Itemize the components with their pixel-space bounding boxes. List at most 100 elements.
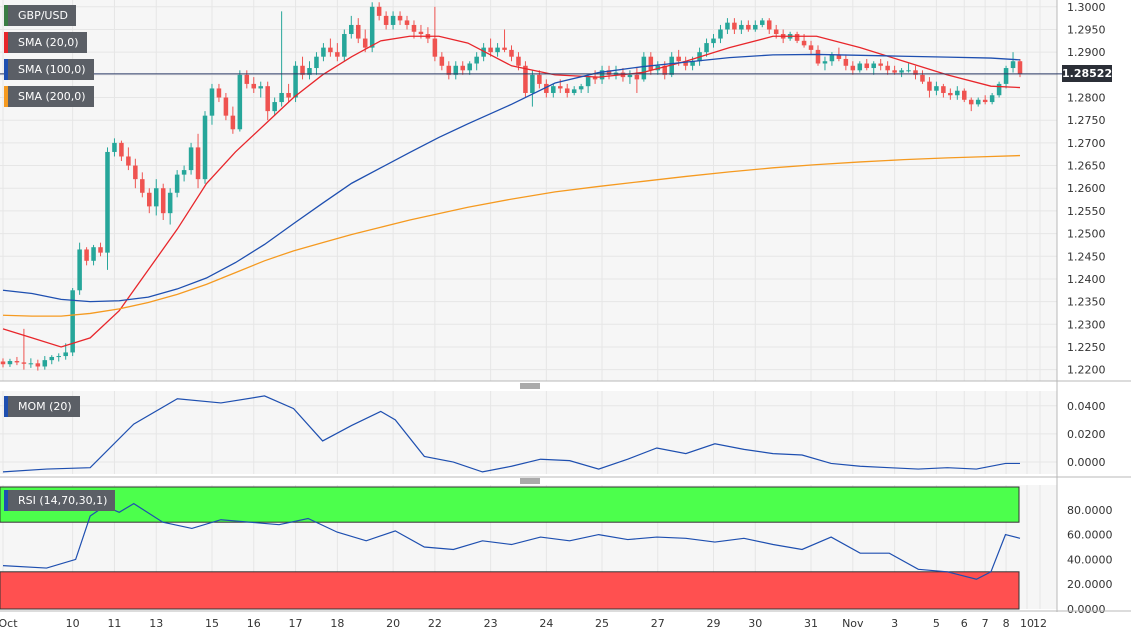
x-tick-label: 12 [1033, 617, 1047, 630]
candle-body [390, 15, 396, 25]
x-tick-label: Oct [0, 617, 18, 630]
candle-body [84, 249, 89, 261]
candle-body [112, 142, 117, 152]
y-tick-label: 0.0000 [1067, 456, 1106, 469]
candle-body [42, 360, 48, 367]
y-tick-label: 1.2750 [1067, 114, 1106, 127]
candle-body [885, 65, 890, 71]
y-tick-label: 1.2250 [1067, 341, 1106, 354]
candle-body [704, 43, 709, 53]
candle-body [732, 22, 737, 30]
candle-body [195, 147, 201, 180]
candle-body [829, 54, 835, 62]
candle-body [962, 90, 967, 100]
candle-body [376, 6, 382, 16]
candle-body [335, 52, 340, 57]
legend-symbol-label: GBP/USD [18, 9, 68, 22]
legend-sma100[interactable]: SMA (100,0) [4, 59, 94, 80]
last-price-tag: 1.28522 [1062, 64, 1113, 82]
x-tick-label: 22 [428, 617, 442, 630]
candle-body [968, 99, 974, 105]
candle-body [641, 56, 647, 80]
y-tick-label: 1.2650 [1067, 160, 1106, 173]
legend-mom[interactable]: MOM (20) [4, 396, 80, 417]
candle-body [592, 77, 598, 80]
candle-body [753, 24, 758, 30]
candle-body [49, 356, 55, 361]
candle-body [989, 95, 995, 103]
y-tick-label: 40.0000 [1067, 553, 1113, 566]
y-tick-label: 1.2550 [1067, 205, 1106, 218]
candle-body [307, 68, 312, 75]
mom-line [2, 395, 1020, 473]
legend-symbol[interactable]: GBP/USD [4, 5, 76, 26]
y-tick-label: 1.2800 [1067, 92, 1106, 105]
rsi-oversold-zone [0, 571, 1020, 610]
candle-body [167, 192, 173, 214]
legend-rsi[interactable]: RSI (14,70,30,1) [4, 490, 116, 511]
candle-body [878, 63, 883, 66]
candle-body [209, 88, 215, 116]
candle-body [0, 361, 6, 365]
candle-body [913, 70, 918, 75]
x-tick-label: 6 [961, 617, 968, 630]
candle-body [7, 361, 13, 365]
x-tick-label: 3 [891, 617, 898, 630]
x-tick-label: 27 [651, 617, 665, 630]
candle-body [279, 92, 284, 103]
y-tick-label: 1.2350 [1067, 296, 1106, 309]
candle-body [404, 20, 410, 25]
y-tick-label: 1.2500 [1067, 228, 1106, 241]
y-tick-label: 1.3000 [1067, 1, 1106, 14]
candle-body [794, 34, 800, 41]
candle-body [105, 151, 110, 253]
candle-body [126, 156, 131, 166]
candle-body [153, 188, 159, 207]
candle-body [349, 24, 354, 35]
y-tick-label: 80.0000 [1067, 504, 1113, 517]
candle-body [1010, 61, 1016, 69]
legend-sma20[interactable]: SMA (20,0) [4, 32, 87, 53]
candle-body [627, 74, 633, 78]
x-tick-label: 18 [330, 617, 344, 630]
sma-line-0 [2, 35, 1021, 348]
candle-body [300, 65, 305, 75]
x-tick-label: 17 [289, 617, 303, 630]
candle-body [530, 74, 535, 93]
candle-body [606, 70, 612, 75]
candle-body [293, 65, 298, 98]
y-tick-label: 1.2600 [1067, 182, 1106, 195]
candle-body [63, 352, 68, 357]
candle-body [718, 29, 723, 39]
candle-body [14, 361, 20, 363]
x-tick-label: 24 [539, 617, 553, 630]
candle-body [683, 61, 688, 66]
candle-body [265, 86, 270, 112]
candle-body [70, 290, 75, 353]
candle-body [237, 74, 243, 130]
candle-body [474, 56, 479, 64]
candle-body [369, 6, 375, 48]
candle-body [362, 38, 368, 48]
candle-body [21, 362, 27, 364]
candle-body [746, 24, 751, 30]
candle-body [557, 86, 563, 89]
y-tick-label: 0.0400 [1067, 400, 1106, 413]
candle-body [836, 54, 842, 59]
x-tick-label: 11 [107, 617, 121, 630]
candle-body [578, 86, 584, 90]
candle-body [871, 63, 876, 69]
candle-body [98, 247, 103, 253]
candle-body [516, 56, 521, 66]
candle-body [934, 86, 939, 91]
candle-body [481, 47, 486, 57]
x-tick-label: 25 [595, 617, 609, 630]
candle-body [188, 147, 194, 171]
candle-body [418, 31, 424, 35]
candle-body [35, 363, 41, 367]
candle-body [564, 88, 570, 93]
candle-body [662, 65, 668, 75]
x-tick-label: Nov [842, 617, 864, 630]
legend-sma200[interactable]: SMA (200,0) [4, 86, 94, 107]
